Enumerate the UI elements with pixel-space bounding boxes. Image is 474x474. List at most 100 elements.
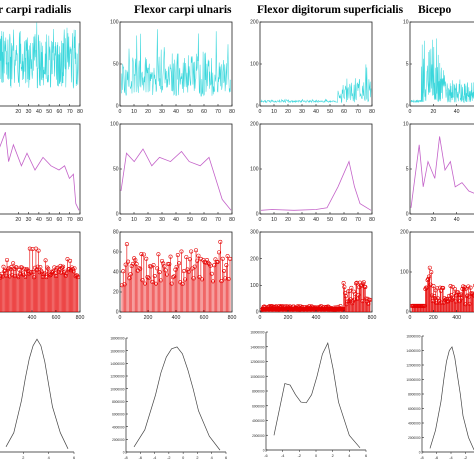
y-tick-label: 200 — [250, 20, 259, 26]
stem-marker — [35, 264, 40, 269]
x-tick-label: 10 — [131, 109, 137, 115]
stem-marker — [11, 261, 16, 266]
y-tick-label: 5 — [406, 167, 409, 173]
stem-marker — [354, 281, 359, 286]
stem-marker — [123, 262, 128, 267]
x-tick-label: 30 — [159, 109, 165, 115]
stem-marker — [121, 269, 126, 274]
stem-marker — [211, 279, 216, 284]
stem-marker — [341, 281, 346, 286]
panel-stem-1: 400 600 800 — [0, 231, 84, 321]
stem-marker — [427, 265, 432, 270]
y-tick-label: 300 — [250, 230, 259, 236]
y-tick-label: 0 — [406, 310, 409, 316]
stem-marker — [218, 239, 223, 244]
stem-marker — [461, 287, 466, 292]
stem-marker — [456, 292, 461, 297]
stem-marker — [163, 268, 168, 273]
stem-marker — [156, 252, 161, 257]
x-tick-label: 400 — [452, 315, 461, 321]
raw-emg-trace — [410, 38, 474, 104]
raw-emg-trace — [121, 29, 232, 97]
y-tick-label: 200 — [250, 256, 259, 262]
stem-marker — [145, 274, 150, 279]
x-tick-label: 0 — [119, 109, 122, 115]
stem-marker — [220, 256, 225, 261]
x-tick-label: 50 — [327, 109, 333, 115]
y-tick-label: 100 — [250, 283, 259, 289]
stem-marker — [431, 283, 436, 288]
envelope-trace — [410, 136, 474, 208]
x-tick-label: 0 — [119, 315, 122, 321]
y-tick-label: 80 — [113, 230, 119, 236]
stem-marker — [140, 278, 145, 283]
stem-marker — [122, 282, 127, 287]
x-tick-label: 70 — [215, 217, 221, 223]
x-tick-label: 20 — [15, 217, 21, 223]
stem-marker — [157, 270, 162, 275]
stem-marker — [36, 248, 41, 253]
x-tick-label: 400 — [312, 315, 321, 321]
stem-marker — [453, 287, 458, 292]
x-tick-label: 0 — [259, 315, 262, 321]
stem-marker — [197, 275, 202, 280]
x-tick-label: -8 — [420, 456, 423, 460]
stem-marker — [46, 266, 51, 271]
y-tick-label: 16000000 — [110, 349, 124, 353]
x-tick-label: 50 — [187, 217, 193, 223]
y-tick-label: 60 — [113, 250, 119, 256]
stem-marker — [217, 250, 222, 255]
y-tick-label: 10000000 — [250, 375, 264, 379]
stem-marker — [342, 284, 347, 289]
stem-marker — [194, 248, 199, 253]
x-tick-label: 80 — [229, 217, 235, 223]
stem-marker — [72, 266, 77, 271]
x-tick-label: 0 — [259, 217, 262, 223]
stem-marker — [136, 265, 141, 270]
y-tick-label: 4000000 — [112, 425, 125, 429]
y-tick-label: 10000000 — [110, 387, 124, 391]
x-tick-label: -4 — [281, 454, 284, 458]
y-tick-label: 40 — [113, 270, 119, 276]
x-tick-label: 50 — [46, 217, 52, 223]
x-tick-label: 400 — [28, 315, 37, 321]
x-tick-label: 2 — [22, 456, 24, 460]
y-tick-label: 14000000 — [406, 349, 420, 353]
column-title-3: Flexor digitorum superficialis — [257, 4, 404, 16]
y-tick-label: 100 — [250, 62, 259, 68]
stem-marker — [455, 290, 460, 295]
stem-marker — [196, 253, 201, 258]
stem-marker — [343, 291, 348, 296]
x-tick-label: 200 — [144, 315, 153, 321]
stem-marker — [38, 265, 43, 270]
y-tick-label: 10 — [403, 20, 409, 26]
y-tick-label: 0 — [406, 104, 409, 110]
stem-marker — [152, 274, 157, 279]
density-curve — [273, 342, 361, 449]
stem-marker — [450, 284, 455, 289]
y-tick-label: 50 — [113, 167, 119, 173]
panel-stem-3: 0 200 400 600 800 0 100 200 300 — [250, 230, 376, 321]
stem-marker — [168, 254, 173, 259]
x-tick-label: 40 — [36, 109, 42, 115]
x-tick-label: -2 — [464, 456, 467, 460]
stem-marker — [43, 258, 48, 263]
stem-marker — [473, 283, 474, 288]
y-tick-label: 4000000 — [408, 422, 421, 426]
panel-stem-4: 02004006000100200 — [400, 230, 474, 321]
stem-marker — [190, 266, 195, 271]
x-tick-label: 6 — [365, 454, 367, 458]
raw-emg-trace — [260, 64, 372, 104]
x-tick-label: 10 — [131, 217, 137, 223]
stem-marker — [139, 251, 144, 256]
x-tick-label: 70 — [355, 217, 361, 223]
stem-marker — [61, 270, 66, 275]
x-tick-label: 30 — [159, 217, 165, 223]
panel-envelope-3: 0 10 20 30 40 50 60 70 80 0 100 200 — [250, 122, 375, 223]
x-tick-label: 80 — [369, 109, 375, 115]
x-tick-label: 0 — [182, 456, 184, 460]
x-tick-label: 20 — [15, 109, 21, 115]
x-tick-label: 60 — [201, 109, 207, 115]
stem-marker — [2, 269, 7, 274]
